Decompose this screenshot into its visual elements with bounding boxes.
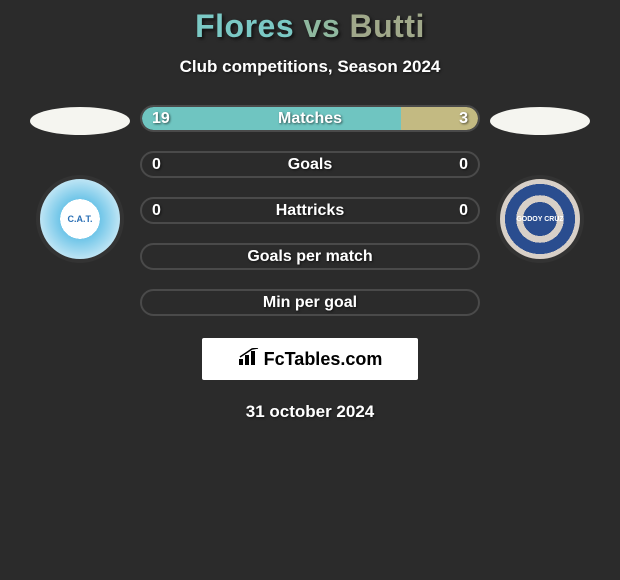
stat-label: Matches [278, 110, 342, 128]
chart-icon [238, 348, 260, 371]
brand-badge: FcTables.com [202, 338, 418, 380]
stat-label: Min per goal [263, 294, 357, 312]
vs-text: vs [304, 8, 341, 44]
stat-value-left: 0 [152, 202, 161, 220]
club-logo-right: GODOY CRUZ [496, 175, 584, 263]
club-abbrev-left: C.A.T. [67, 214, 92, 224]
stat-fill-left [142, 107, 401, 130]
stats-column: 19 3 Matches 0 0 Goals 0 0 Hattricks Goals per ma… [140, 105, 480, 316]
page-title: Flores vs Butti [195, 8, 425, 45]
player2-name: Butti [350, 8, 425, 44]
stat-row: 19 3 Matches [140, 105, 480, 132]
club-logo-left: C.A.T. [36, 175, 124, 263]
team-left-column: C.A.T. [20, 105, 140, 263]
stat-row: Goals per match [140, 243, 480, 270]
stat-label: Goals [288, 156, 332, 174]
player1-name: Flores [195, 8, 294, 44]
subtitle: Club competitions, Season 2024 [180, 57, 441, 77]
stat-row: 0 0 Goals [140, 151, 480, 178]
stat-row: 0 0 Hattricks [140, 197, 480, 224]
stat-value-right: 0 [459, 202, 468, 220]
comparison-container: Flores vs Butti Club competitions, Seaso… [0, 0, 620, 422]
date-text: 31 october 2024 [246, 402, 375, 422]
stat-value-right: 0 [459, 156, 468, 174]
club-abbrev-right: GODOY CRUZ [516, 216, 563, 223]
country-flag-right [490, 107, 590, 135]
stat-value-left: 19 [152, 110, 170, 128]
stat-value-left: 0 [152, 156, 161, 174]
main-row: C.A.T. 19 3 Matches 0 0 Goals 0 0 Hattricks Goals… [0, 105, 620, 316]
stat-label: Goals per match [247, 248, 372, 266]
stat-label: Hattricks [276, 202, 344, 220]
country-flag-left [30, 107, 130, 135]
stat-row: Min per goal [140, 289, 480, 316]
brand-text: FcTables.com [264, 349, 383, 370]
stat-value-right: 3 [459, 110, 468, 128]
team-right-column: GODOY CRUZ [480, 105, 600, 263]
